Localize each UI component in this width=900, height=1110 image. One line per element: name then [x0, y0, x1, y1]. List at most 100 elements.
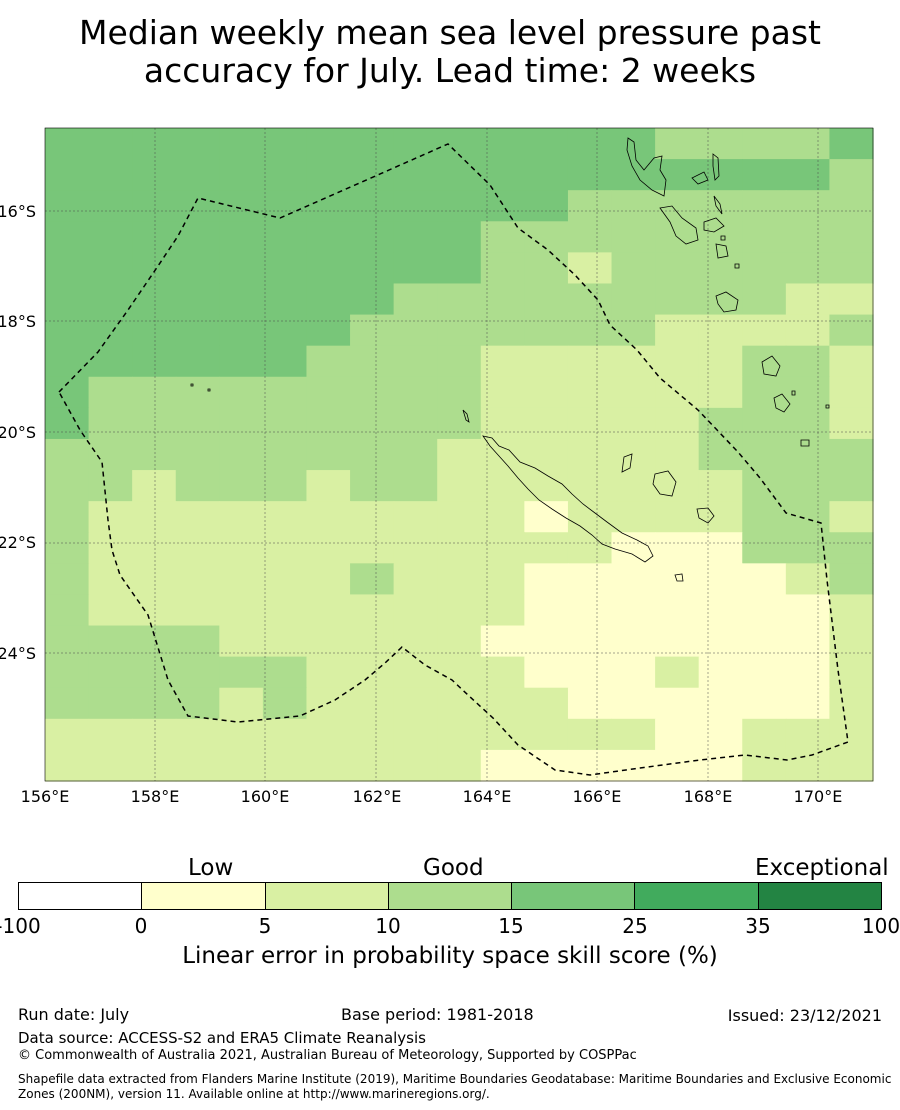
grid-cell: [393, 283, 438, 316]
grid-cell: [829, 563, 874, 596]
grid-cell: [742, 532, 787, 564]
grid-cell: [219, 314, 264, 347]
grid-cell: [393, 470, 438, 502]
grid-cell: [306, 407, 351, 440]
grid-cell: [393, 314, 438, 347]
grid-cell: [175, 656, 220, 689]
grid-cell: [480, 438, 525, 471]
grid-cell: [567, 625, 613, 658]
coastline-small-1: [720, 235, 726, 241]
grid-cell: [655, 532, 700, 564]
grid-cell: [219, 718, 264, 751]
grid-cell: [655, 625, 700, 658]
grid-cell: [480, 314, 525, 347]
grid-cell: [175, 749, 220, 782]
grid-cell: [480, 749, 525, 782]
grid-cell: [393, 532, 438, 564]
grid-cell: [88, 625, 133, 658]
grid-cell: [219, 407, 264, 440]
grid-cell: [785, 314, 831, 347]
grid-cell: [88, 656, 133, 689]
tick-label: 100: [861, 914, 900, 938]
grid-cell: [480, 345, 525, 378]
grid-cell: [437, 687, 482, 720]
grid-cell: [45, 128, 90, 160]
grid-cell: [480, 656, 525, 689]
grid-cell: [45, 190, 90, 222]
grid-cell: [437, 563, 482, 596]
grid-cell: [306, 470, 351, 502]
coastline-small-6: [207, 388, 211, 392]
grid-cell: [306, 718, 351, 751]
grid-cell: [524, 345, 569, 378]
grid-cell: [785, 563, 831, 596]
grid-cell: [742, 749, 787, 782]
grid-cell: [785, 594, 831, 627]
grid-cell: [524, 159, 569, 191]
grid-cell: [829, 718, 874, 751]
grid-cell: [175, 376, 220, 409]
grid-cell: [829, 283, 874, 316]
grid-cell: [306, 314, 351, 347]
coastline-maewo: [712, 153, 720, 181]
grid-cell: [88, 501, 133, 533]
grid-cell: [611, 656, 656, 689]
grid-cell: [480, 252, 525, 285]
grid-cell: [480, 159, 525, 191]
colorbar-segment: [265, 883, 389, 909]
grid-cell: [524, 718, 569, 751]
grid-cell: [611, 438, 656, 471]
coastline-tanna: [773, 393, 791, 413]
grid-cell: [175, 718, 220, 751]
tick-label: 25: [622, 914, 648, 938]
grid-cell: [524, 314, 569, 347]
title-line-1: Median weekly mean sea level pressure pa…: [79, 13, 821, 52]
grid-cell: [742, 625, 787, 658]
grid-cell: [611, 252, 656, 285]
grid-cell: [742, 594, 787, 627]
grid-cell: [437, 532, 482, 564]
grid-cell: [698, 687, 743, 720]
grid-cell: [437, 314, 482, 347]
data-source: Data source: ACCESS-S2 and ERA5 Climate …: [18, 1029, 426, 1047]
grid-cell: [698, 128, 743, 160]
grid-cell: [262, 252, 308, 285]
grid-cell: [829, 159, 874, 191]
grid-cell: [742, 563, 787, 596]
lat-label-24s: 24°S: [0, 644, 36, 663]
grid-cell: [132, 190, 177, 222]
grid-cell: [742, 128, 787, 160]
grid-cell: [132, 221, 177, 253]
colorbar-segment: [512, 883, 636, 909]
grid-cell: [132, 252, 177, 285]
grid-cell: [132, 532, 177, 564]
grid-cell: [306, 501, 351, 533]
grid-cell: [393, 190, 438, 222]
grid-cell: [655, 656, 700, 689]
grid-cell: [88, 594, 133, 627]
grid-cell: [45, 687, 90, 720]
grid-cell: [132, 501, 177, 533]
grid-cell: [45, 501, 90, 533]
grid-cell: [262, 283, 308, 316]
colorbar-segment: [142, 883, 266, 909]
coastline-ambae: [691, 171, 709, 185]
coastline-belep: [462, 409, 470, 423]
grid-cell: [175, 594, 220, 627]
grid-cell: [45, 625, 90, 658]
grid-cell: [45, 718, 90, 751]
grid-cell: [698, 718, 743, 751]
grid-cell: [524, 283, 569, 316]
grid-cell: [45, 159, 90, 191]
grid-cell: [655, 345, 700, 378]
grid-cell: [480, 718, 525, 751]
grid-cell: [88, 687, 133, 720]
grid-cell: [175, 159, 220, 191]
grid-cell: [524, 563, 569, 596]
grid-cell: [480, 563, 525, 596]
grid-cell: [437, 407, 482, 440]
colorbar-title: Linear error in probability space skill …: [182, 943, 718, 969]
grid-cell: [262, 438, 308, 471]
grid-cell: [45, 749, 90, 782]
grid-cell: [785, 687, 831, 720]
